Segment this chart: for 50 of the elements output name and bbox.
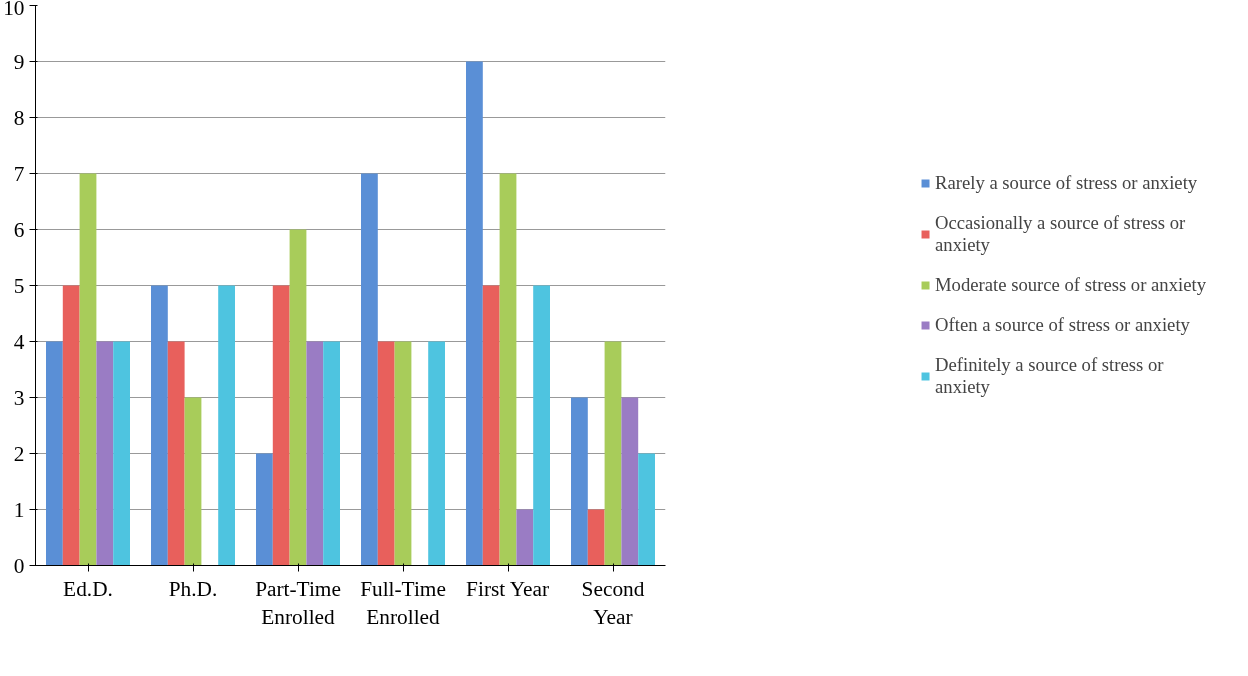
bar [289, 229, 307, 566]
bar [638, 453, 655, 566]
bar [184, 397, 202, 566]
y-tick-label: 7 [13, 161, 25, 186]
legend-label: Occasionally a source of stress or anxiety [935, 212, 1186, 256]
bar [79, 173, 97, 566]
bar [516, 509, 534, 566]
bar [167, 341, 185, 566]
bar [499, 173, 517, 566]
x-tick-label: Ph.D. [168, 576, 218, 601]
bar [151, 285, 168, 566]
bar [323, 341, 340, 566]
y-tick-label: 10 [3, 0, 25, 20]
bar [377, 341, 395, 566]
bar [96, 341, 114, 566]
x-tick-label: Part-Time Enrolled [255, 576, 341, 630]
bar [306, 341, 324, 566]
legend-label: Rarely a source of stress or anxiety [935, 172, 1198, 194]
y-tick-label: 8 [13, 105, 25, 130]
bar [62, 285, 80, 566]
bar [604, 341, 622, 566]
bar [533, 285, 550, 566]
bar [218, 285, 235, 566]
legend-label: Definitely a source of stress or anxiety [935, 354, 1164, 398]
bar [256, 453, 273, 566]
bar [46, 341, 63, 566]
x-tick-label: Second Year [581, 576, 645, 630]
x-tick-label: First Year [466, 576, 550, 601]
y-tick-label: 6 [13, 217, 25, 242]
legend-label: Moderate source of stress or anxiety [935, 274, 1206, 296]
bar [466, 61, 483, 566]
bar [571, 397, 588, 566]
y-tick-label: 0 [13, 553, 25, 578]
bar [428, 341, 445, 566]
y-tick-label: 2 [13, 441, 25, 466]
legend-label: Often a source of stress or anxiety [935, 314, 1190, 336]
y-tick-label: 5 [13, 273, 25, 298]
bar [361, 173, 378, 566]
bar [587, 509, 605, 566]
y-tick-label: 1 [13, 497, 25, 522]
bar [621, 397, 639, 566]
x-tick-label: Full-Time Enrolled [360, 576, 446, 630]
bar [394, 341, 412, 566]
bar [272, 285, 290, 566]
y-tick-label: 4 [13, 329, 25, 354]
bar [113, 341, 130, 566]
bar [482, 285, 500, 566]
y-tick-label: 9 [13, 49, 25, 74]
x-tick-label: Ed.D. [63, 576, 113, 601]
y-tick-label: 3 [13, 385, 25, 410]
